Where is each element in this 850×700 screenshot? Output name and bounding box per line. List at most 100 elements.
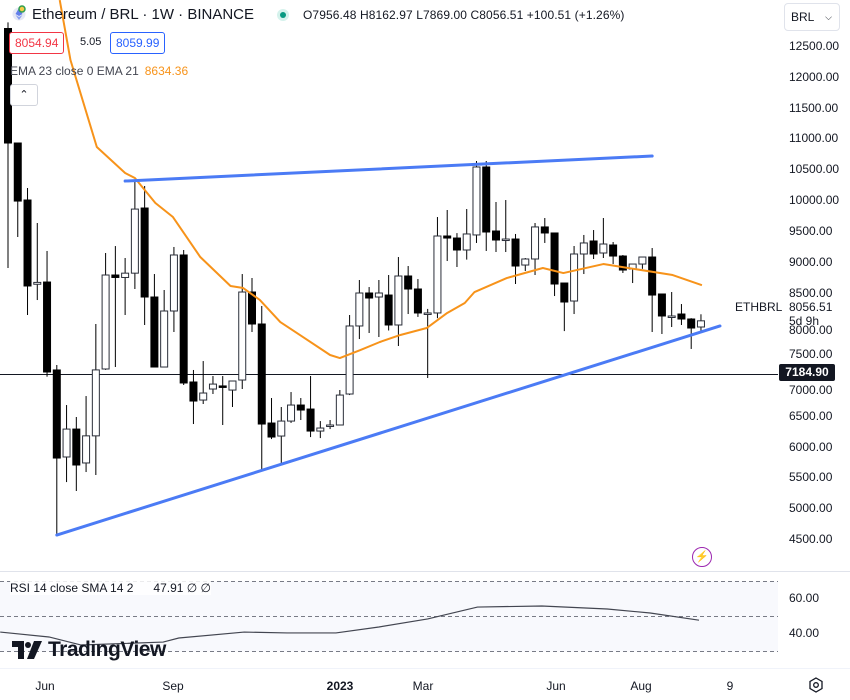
price-axis-label: 8000.00 <box>789 323 833 338</box>
ema-legend[interactable]: EMA 23 close 0 EMA 21 8634.36 <box>10 64 188 78</box>
time-axis-label: 2023 <box>326 679 354 693</box>
candle-body <box>335 394 344 426</box>
candle <box>101 253 110 370</box>
chevron-down-icon: ⌵ <box>825 12 832 22</box>
candle-body <box>257 323 266 425</box>
price-axis-label: 8500.00 <box>789 285 833 300</box>
candle <box>23 187 32 316</box>
rsi-legend[interactable]: RSI 14 close SMA 14 2 47.91 ∅ ∅ <box>10 581 212 595</box>
candle <box>140 186 149 325</box>
price-axis-label: 12000.00 <box>789 69 840 84</box>
candle <box>43 250 52 377</box>
candle <box>374 280 383 338</box>
candle-body <box>365 292 374 299</box>
settings-gear-icon[interactable] <box>808 677 824 693</box>
price-chart[interactable] <box>0 0 778 571</box>
candle <box>404 266 413 315</box>
candle <box>130 181 139 290</box>
candle-body <box>199 392 208 401</box>
price-axis-label: 6500.00 <box>789 408 833 423</box>
candle-body <box>423 312 432 315</box>
price-axis-label: 7500.00 <box>789 347 833 362</box>
lightning-icon[interactable]: ⚡ <box>692 547 712 567</box>
candle <box>111 246 120 368</box>
candle <box>179 249 188 386</box>
candle-body <box>540 226 549 234</box>
rsi-sma-line <box>0 605 700 646</box>
candle <box>482 161 491 251</box>
candle <box>13 142 22 237</box>
candle-body <box>306 408 315 432</box>
candle <box>296 398 305 421</box>
price-axis-label: 7000.00 <box>789 382 833 397</box>
candle <box>365 287 374 334</box>
candle-body <box>531 226 540 260</box>
candle-body <box>169 254 178 312</box>
rsi-value: 47.91 ∅ ∅ <box>153 581 212 595</box>
currency-value: BRL <box>791 10 815 24</box>
candle <box>531 223 540 276</box>
candle <box>462 209 471 260</box>
candle <box>218 376 227 426</box>
candle-body <box>599 243 608 254</box>
candle-body <box>345 325 354 395</box>
candle <box>589 230 598 259</box>
market-status-icon[interactable] <box>277 9 289 21</box>
candle-body <box>140 207 149 298</box>
candle-body <box>433 235 442 314</box>
candle-body <box>238 291 247 381</box>
candle-body <box>101 274 110 370</box>
candle <box>570 245 579 315</box>
collapse-legend-button[interactable]: ⌃ <box>10 84 38 106</box>
candle <box>413 279 422 317</box>
candle-body <box>462 233 471 251</box>
time-axis-label: Jun <box>35 679 55 693</box>
candle <box>306 376 315 438</box>
candle-body <box>189 381 198 402</box>
pane-separator[interactable] <box>0 571 850 572</box>
candle <box>208 376 217 395</box>
candle-body <box>472 166 481 236</box>
sell-button[interactable]: 8054.94 <box>9 32 65 54</box>
candle-body <box>218 385 227 388</box>
candle-body <box>267 422 276 438</box>
bar-countdown: 5d 9h <box>789 314 820 328</box>
price-axis-label: 10500.00 <box>789 162 840 177</box>
candle-body <box>248 291 256 325</box>
price-axis-label: 10000.00 <box>789 193 840 208</box>
candle-body <box>23 199 32 287</box>
currency-dropdown[interactable]: BRL ⌵ <box>784 3 840 31</box>
time-axis-border <box>0 668 850 669</box>
candle <box>267 398 276 440</box>
candle <box>248 278 256 333</box>
candle-body <box>413 288 422 314</box>
lower-trendline[interactable] <box>55 324 722 537</box>
candle-body <box>667 315 676 318</box>
candle <box>384 275 393 331</box>
candle <box>667 292 676 328</box>
price-axis-label: 12500.00 <box>789 39 840 53</box>
candle-body <box>130 208 139 274</box>
buy-button[interactable]: 8059.99 <box>110 32 166 54</box>
candle-body <box>404 275 413 290</box>
candle <box>91 324 100 475</box>
tradingview-logo[interactable]: TradingView <box>12 638 166 662</box>
tradingview-logo-text: TradingView <box>48 638 166 661</box>
time-axis-label: 9 <box>726 679 734 693</box>
candle-body <box>13 142 22 202</box>
candle-body <box>160 310 169 368</box>
price-axis-label: 4500.00 <box>789 532 833 546</box>
candle-body <box>72 428 81 466</box>
upper-trendline[interactable] <box>123 154 654 183</box>
candle <box>277 407 286 463</box>
candle <box>618 254 627 273</box>
candle <box>238 274 247 390</box>
candle <box>452 233 461 268</box>
last-price-label: 8056.51 <box>789 300 833 314</box>
symbol-title[interactable]: Ethereum / BRL · 1W · BINANCE <box>32 6 254 23</box>
candle <box>316 421 325 439</box>
candle <box>228 380 237 408</box>
candle-body <box>111 274 120 278</box>
candle <box>326 420 335 430</box>
candle <box>492 201 500 253</box>
